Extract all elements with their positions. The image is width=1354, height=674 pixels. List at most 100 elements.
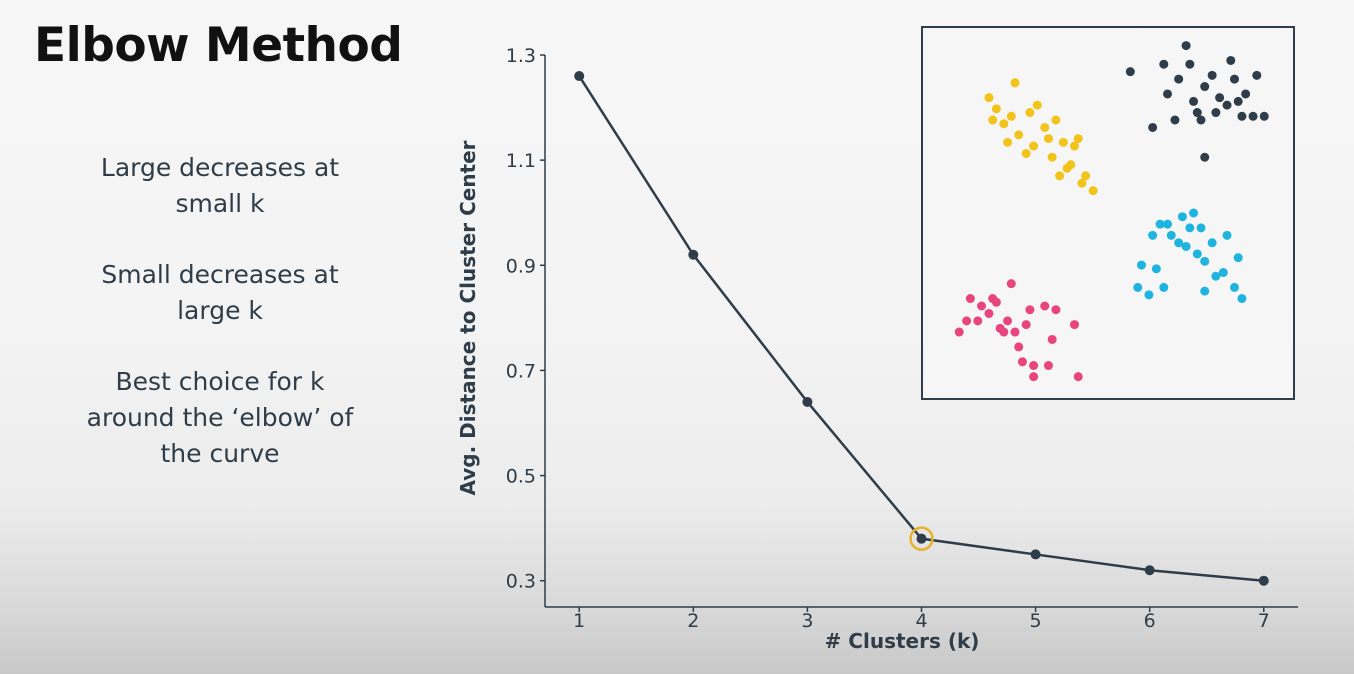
- cluster-point-yellow: [1010, 78, 1020, 88]
- cluster-point-yellow: [984, 93, 994, 103]
- cluster-point-yellow: [1021, 148, 1031, 158]
- cluster-point-pink: [977, 301, 987, 311]
- curve-point: [1258, 575, 1269, 586]
- x-tick-label: 5: [1030, 610, 1042, 632]
- cluster-point-cyan: [1233, 253, 1243, 263]
- cluster-point-yellow: [991, 104, 1001, 114]
- cluster-point-dark: [1196, 115, 1206, 125]
- cluster-point-dark: [1200, 152, 1210, 162]
- cluster-point-cyan: [1200, 256, 1210, 266]
- cluster-point-yellow: [1088, 186, 1098, 196]
- cluster-point-cyan: [1174, 238, 1184, 248]
- cluster-point-cyan: [1200, 286, 1210, 296]
- curve-points: [574, 71, 1269, 586]
- cluster-point-yellow: [1058, 137, 1068, 147]
- cluster-point-dark: [1170, 115, 1180, 125]
- cluster-point-yellow: [1029, 141, 1039, 151]
- cluster-point-cyan: [1136, 260, 1146, 270]
- cluster-point-dark: [1200, 82, 1210, 92]
- cluster-point-cyan: [1159, 282, 1169, 292]
- cluster-point-yellow: [1055, 171, 1065, 181]
- cluster-point-pink: [1029, 361, 1039, 371]
- cluster-point-yellow: [1003, 137, 1013, 147]
- cluster-point-cyan: [1207, 238, 1217, 248]
- cluster-point-cyan: [1189, 208, 1199, 218]
- cluster-point-cyan: [1181, 241, 1191, 251]
- cluster-point-dark: [1241, 89, 1251, 99]
- cluster-point-cyan: [1237, 294, 1247, 304]
- x-tick-label: 4: [915, 610, 927, 632]
- cluster-point-pink: [1051, 305, 1061, 315]
- cluster-point-pink: [1021, 320, 1031, 330]
- cluster-point-yellow: [1081, 171, 1091, 181]
- cluster-point-cyan: [1196, 223, 1206, 233]
- x-ticks: 1 2 3 4 5 6 7: [573, 607, 1270, 632]
- cluster-point-cyan: [1151, 264, 1161, 274]
- y-tick-label: 0.5: [506, 466, 536, 488]
- curve-point: [802, 396, 813, 407]
- cluster-point-yellow: [1043, 134, 1053, 144]
- slide-title: Elbow Method: [34, 18, 403, 73]
- cluster-cyan: [1133, 208, 1247, 304]
- cluster-point-cyan: [1211, 271, 1221, 281]
- bullet-best-choice: Best choice for k around the ‘elbow’ of …: [86, 367, 354, 468]
- curve-point: [916, 533, 927, 544]
- cluster-point-pink: [1006, 279, 1016, 289]
- x-tick-label: 1: [573, 610, 585, 632]
- cluster-point-pink: [1043, 361, 1053, 371]
- cluster-point-pink: [1003, 316, 1013, 326]
- cluster-point-pink: [965, 294, 975, 304]
- cluster-point-dark: [1148, 122, 1158, 132]
- cluster-point-pink: [973, 316, 983, 326]
- cluster-point-dark: [1174, 74, 1184, 84]
- curve-point: [1030, 549, 1041, 560]
- cluster-point-dark: [1207, 70, 1217, 80]
- cluster-point-cyan: [1133, 282, 1143, 292]
- cluster-point-dark: [1229, 74, 1239, 84]
- bullet-large-decreases: Large decreases at small k: [100, 153, 340, 218]
- cluster-point-cyan: [1218, 268, 1228, 278]
- cluster-dark: [1125, 41, 1269, 162]
- cluster-point-pink: [962, 316, 972, 326]
- x-axis-label: # Clusters (k): [825, 629, 980, 653]
- x-tick-label: 2: [687, 610, 699, 632]
- cluster-point-pink: [999, 327, 1009, 337]
- cluster-yellow: [984, 78, 1098, 196]
- cluster-point-dark: [1125, 67, 1135, 77]
- y-ticks: 1.3 1.1 0.9 0.7 0.5 0.3: [506, 45, 545, 593]
- cluster-point-cyan: [1229, 282, 1239, 292]
- bullet-list: Large decreases at small k Small decreas…: [40, 150, 400, 507]
- cluster-point-dark: [1215, 93, 1225, 103]
- cluster-point-cyan: [1144, 290, 1154, 300]
- y-tick-label: 1.1: [506, 150, 536, 172]
- cluster-point-yellow: [1051, 115, 1061, 125]
- cluster-point-yellow: [1032, 100, 1042, 110]
- cluster-point-yellow: [988, 115, 998, 125]
- cluster-point-dark: [1192, 108, 1202, 118]
- bullet-small-decreases: Small decreases at large k: [101, 260, 339, 325]
- cluster-point-cyan: [1177, 212, 1187, 222]
- cluster-point-pink: [1040, 301, 1050, 311]
- y-tick-label: 1.3: [506, 45, 536, 67]
- cluster-point-dark: [1248, 111, 1258, 121]
- cluster-point-yellow: [1073, 134, 1083, 144]
- cluster-pink: [954, 279, 1083, 382]
- cluster-point-cyan: [1222, 230, 1232, 240]
- cluster-point-yellow: [1062, 163, 1072, 173]
- cluster-point-yellow: [1006, 111, 1016, 121]
- cluster-point-dark: [1226, 55, 1236, 65]
- curve-point: [1144, 565, 1155, 576]
- cluster-point-cyan: [1185, 223, 1195, 233]
- cluster-point-dark: [1163, 89, 1173, 99]
- cluster-point-cyan: [1192, 249, 1202, 259]
- cluster-point-dark: [1237, 111, 1247, 121]
- cluster-point-pink: [1014, 342, 1024, 352]
- cluster-point-pink: [954, 327, 964, 337]
- elbow-highlight-ring: [909, 526, 934, 551]
- curve-point: [688, 249, 699, 260]
- cluster-inset-points: [954, 41, 1269, 382]
- cluster-point-yellow: [1025, 108, 1035, 118]
- cluster-point-dark: [1185, 59, 1195, 69]
- cluster-point-dark: [1211, 108, 1221, 118]
